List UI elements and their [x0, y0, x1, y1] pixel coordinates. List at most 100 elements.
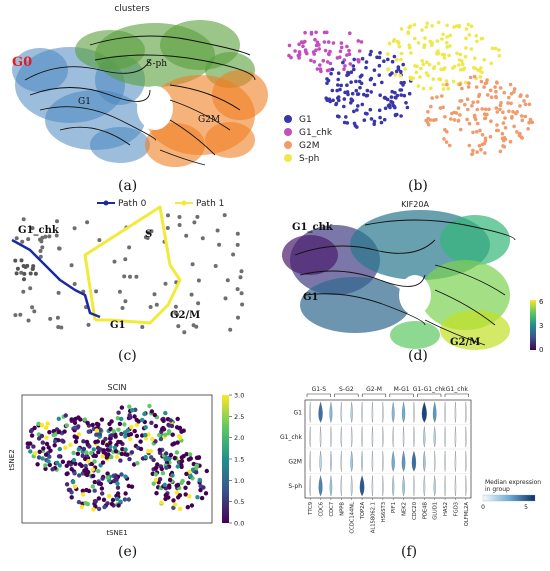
e-point — [132, 428, 137, 434]
b-point — [335, 88, 339, 93]
b-point — [420, 28, 424, 32]
f-violin — [454, 450, 457, 472]
c-point — [238, 275, 243, 280]
e-point — [129, 484, 135, 489]
b-point — [343, 64, 347, 68]
e-point — [46, 445, 51, 450]
e-point — [40, 456, 45, 461]
b-point — [486, 93, 490, 97]
f-violin — [411, 450, 417, 472]
b-point — [357, 49, 362, 53]
b-point — [334, 102, 338, 107]
b-point — [323, 48, 328, 53]
b-point — [463, 102, 467, 107]
e-point — [132, 414, 137, 419]
f-violin — [340, 450, 343, 472]
b-point — [495, 81, 499, 85]
e-point — [105, 501, 110, 506]
c-point — [19, 258, 24, 263]
b-point — [402, 93, 407, 98]
b-point — [510, 116, 514, 120]
b-point — [327, 68, 332, 72]
b-point — [475, 150, 479, 154]
b-point — [497, 48, 501, 52]
e-point — [115, 485, 121, 490]
e-point — [129, 450, 135, 455]
b-point — [503, 126, 508, 130]
f-legend-tick-0: 0 — [481, 504, 485, 511]
e-point — [116, 503, 121, 508]
c-point — [43, 234, 48, 239]
c-point — [54, 233, 59, 238]
e-point — [72, 471, 77, 476]
b-point — [331, 98, 335, 103]
c-point — [163, 281, 168, 286]
b-point — [467, 121, 472, 126]
e-point — [186, 480, 191, 486]
e-point — [37, 449, 42, 454]
f-violin — [382, 475, 384, 497]
c-point — [173, 304, 178, 309]
b-point — [460, 62, 465, 66]
b-point — [399, 81, 403, 85]
panel-label-f: (f) — [401, 544, 418, 560]
e-point — [188, 456, 193, 461]
f-gene-label: OLFML2A — [464, 502, 470, 527]
b-point — [488, 88, 493, 93]
b-point — [527, 120, 531, 125]
e-point — [43, 466, 48, 471]
c-point — [38, 249, 43, 253]
b-point — [462, 66, 467, 71]
b-point — [347, 48, 351, 53]
f-violin — [423, 426, 426, 448]
e-point — [81, 439, 86, 444]
e-point — [93, 453, 99, 459]
b-point — [447, 143, 452, 148]
b-point — [312, 60, 317, 64]
b-point — [402, 80, 406, 85]
e-point — [138, 439, 143, 444]
b-point — [364, 65, 368, 70]
b-point — [483, 107, 488, 112]
e-point — [63, 445, 68, 450]
b-point — [444, 79, 449, 83]
b-point — [456, 106, 461, 110]
e-point — [89, 450, 94, 456]
b-point — [515, 130, 519, 134]
b-point — [322, 40, 327, 44]
e-point — [122, 422, 127, 427]
b-point — [377, 108, 382, 113]
b-point — [345, 53, 349, 57]
c-point — [127, 245, 132, 250]
e-point — [167, 477, 173, 483]
e-cbar-tick: 0.0 — [234, 520, 244, 528]
e-point — [91, 507, 96, 512]
e-cbar-tick: 2.0 — [234, 434, 244, 442]
b-point — [398, 88, 402, 92]
b-point — [421, 62, 426, 67]
e-point — [100, 454, 105, 459]
b-point — [354, 88, 359, 93]
b-point — [314, 48, 318, 52]
b-point — [364, 60, 369, 64]
b-point — [432, 66, 436, 71]
e-point — [71, 457, 77, 463]
panel-label-b: (b) — [408, 178, 428, 194]
cluster-orange — [145, 70, 268, 167]
b-point — [500, 131, 505, 136]
e-point — [90, 422, 95, 428]
c-point — [166, 213, 170, 218]
b-point — [369, 76, 374, 81]
e-point — [153, 423, 159, 429]
f-gene-label: GLUD1 — [433, 502, 439, 520]
b-point — [508, 82, 513, 87]
f-row-label: S-ph — [288, 483, 302, 490]
e-point — [195, 495, 200, 500]
b-point — [399, 114, 403, 118]
b-point — [399, 57, 403, 62]
c-point — [239, 291, 244, 296]
e-point — [177, 435, 183, 440]
b-point — [494, 95, 498, 100]
e-point — [197, 477, 202, 483]
f-violin — [423, 475, 426, 497]
